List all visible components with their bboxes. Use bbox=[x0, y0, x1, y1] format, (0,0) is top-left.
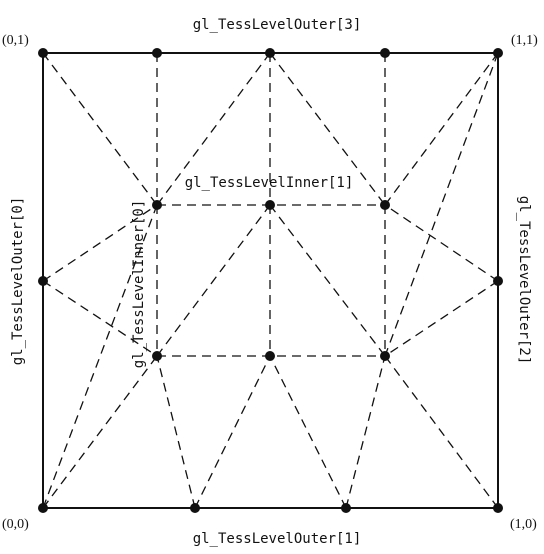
edge bbox=[42, 204, 158, 282]
edge bbox=[345, 355, 386, 509]
edge bbox=[384, 204, 499, 282]
corner-bottom-right: (1,0) bbox=[510, 517, 537, 532]
vertex bbox=[265, 200, 275, 210]
label-outer3: gl_TessLevelOuter[3] bbox=[193, 17, 362, 33]
vertex bbox=[380, 48, 390, 58]
vertices bbox=[38, 48, 503, 513]
vertex bbox=[380, 200, 390, 210]
vertex bbox=[152, 351, 162, 361]
vertex bbox=[190, 503, 200, 513]
vertex bbox=[38, 503, 48, 513]
edge bbox=[384, 355, 499, 509]
vertex bbox=[265, 351, 275, 361]
edge bbox=[384, 280, 499, 357]
corner-top-right: (1,1) bbox=[511, 33, 538, 48]
label-outer0: gl_TessLevelOuter[0] bbox=[10, 197, 26, 366]
label-inner1: gl_TessLevelInner[1] bbox=[185, 175, 354, 191]
label-outer1: gl_TessLevelOuter[1] bbox=[193, 531, 362, 547]
edge bbox=[42, 280, 158, 357]
edge bbox=[42, 52, 158, 206]
vertex bbox=[380, 351, 390, 361]
edge bbox=[269, 355, 347, 509]
dashed-edges bbox=[42, 52, 499, 509]
edge bbox=[194, 355, 271, 509]
vertex bbox=[152, 200, 162, 210]
edge bbox=[156, 52, 271, 206]
label-inner0: gl_TessLevelInner[0] bbox=[131, 200, 147, 369]
label-outer2: gl_TessLevelOuter[2] bbox=[516, 196, 532, 365]
vertex bbox=[493, 276, 503, 286]
vertex bbox=[493, 503, 503, 513]
vertex bbox=[265, 48, 275, 58]
vertex bbox=[493, 48, 503, 58]
corner-bottom-left: (0,0) bbox=[2, 517, 29, 532]
corner-top-left: (0,1) bbox=[2, 33, 29, 48]
vertex bbox=[341, 503, 351, 513]
edge bbox=[42, 355, 158, 509]
edge bbox=[269, 52, 386, 206]
vertex bbox=[152, 48, 162, 58]
edge bbox=[384, 52, 499, 357]
vertex bbox=[38, 48, 48, 58]
edge bbox=[156, 204, 271, 357]
edge bbox=[156, 355, 196, 509]
edge bbox=[42, 204, 158, 509]
edge bbox=[384, 52, 499, 206]
vertex bbox=[38, 276, 48, 286]
edge bbox=[269, 204, 386, 357]
